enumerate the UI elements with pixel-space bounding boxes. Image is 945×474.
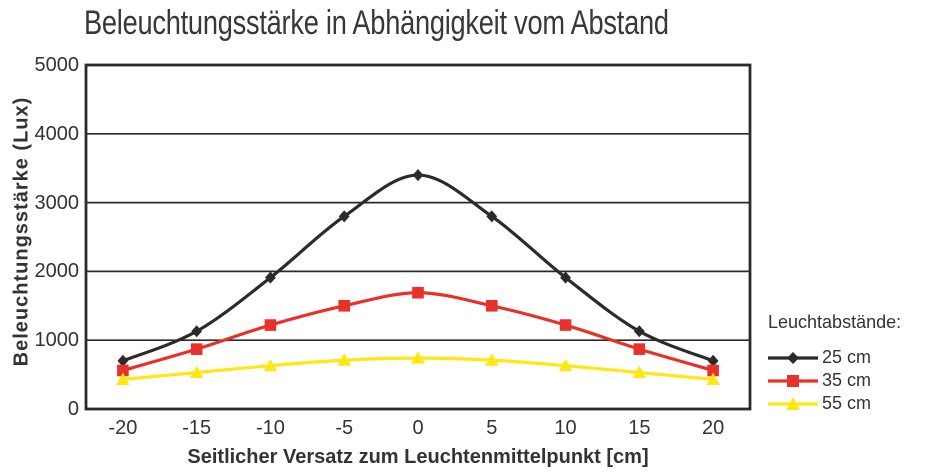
series-35-cm-marker-square: [707, 364, 719, 377]
series-25-cm-marker-diamond: [707, 354, 719, 367]
series-55-cm-marker-triangle: [484, 353, 499, 366]
series-55-cm-marker-triangle: [116, 372, 130, 385]
x-tick-label: -10: [255, 417, 285, 439]
series-35-cm-marker-square: [190, 343, 203, 355]
x-tick-label: -15: [182, 417, 212, 439]
y-tick-label: 2000: [34, 260, 80, 283]
legend-swatch-square-icon: [768, 374, 818, 387]
series-35-cm-marker-square: [559, 319, 572, 331]
legend-swatch-triangle-icon: [768, 396, 818, 410]
legend-label: 35 cm: [822, 370, 872, 390]
series-55-cm-marker-triangle: [263, 358, 278, 372]
series-35-cm-marker-square: [485, 300, 498, 312]
legend-item: 55 cm: [768, 392, 901, 415]
series-55-cm-marker-triangle: [558, 358, 573, 372]
series-35-cm-marker-square: [338, 300, 351, 312]
x-tick-label: 0: [412, 417, 424, 439]
x-tick-label: 20: [701, 417, 725, 439]
y-tick-label: 0: [67, 398, 79, 420]
series-55-cm-marker-triangle: [632, 365, 647, 379]
series-25-cm-marker-diamond: [486, 210, 498, 223]
chart-title: Beleuchtungsstärke in Abhängigkeit vom A…: [84, 4, 669, 42]
series-25-cm-marker-diamond: [633, 325, 645, 338]
series-25-cm-marker-diamond: [412, 169, 424, 182]
y-tick-label: 1000: [34, 329, 80, 352]
series-55-cm-marker-triangle: [706, 372, 720, 385]
series-55-cm-marker-triangle: [189, 365, 204, 379]
series-25-cm-marker-diamond: [191, 325, 203, 338]
legend: Leuchtabstände: 25 cm 35 cm 55 cm: [768, 312, 901, 415]
x-axis-title: Seitlicher Versatz zum Leuchtenmittelpun…: [187, 446, 649, 468]
legend-label: 55 cm: [822, 393, 872, 413]
y-tick-label: 5000: [34, 54, 80, 76]
legend-marker-triangle-icon: [786, 396, 800, 410]
legend-item: 25 cm: [768, 346, 901, 369]
x-tick-label: 10: [554, 417, 577, 439]
x-tick-label: 15: [628, 417, 651, 439]
legend-entries: 25 cm 35 cm 55 cm: [768, 346, 901, 415]
series-25-cm-marker-diamond: [117, 354, 129, 367]
legend-swatch-diamond-icon: [768, 351, 818, 364]
series-25-cm-marker-diamond: [338, 210, 350, 223]
x-tick-label: -20: [108, 417, 138, 439]
series-35-cm-marker-square: [633, 343, 646, 355]
series-35-cm-marker-square: [412, 286, 424, 299]
legend-item: 35 cm: [768, 369, 901, 392]
series-25-cm-marker-diamond: [560, 271, 571, 284]
plot-border: [84, 63, 752, 411]
y-tick-label: 4000: [34, 122, 80, 145]
legend-label: 25 cm: [822, 347, 872, 367]
series-35-cm-marker-square: [264, 319, 277, 331]
series-35-cm-marker-square: [117, 364, 129, 377]
series-25-cm-marker-diamond: [265, 271, 276, 284]
series-55-cm-marker-triangle: [337, 353, 352, 366]
y-tick-label: 3000: [34, 191, 80, 214]
legend-marker-diamond-icon: [787, 351, 799, 364]
x-tick-label: 5: [486, 417, 498, 439]
series-55-cm-marker-triangle: [411, 351, 425, 364]
legend-title: Leuchtabstände:: [768, 312, 902, 332]
legend-marker-square-icon: [787, 374, 799, 387]
x-tick-label: -5: [335, 417, 354, 439]
